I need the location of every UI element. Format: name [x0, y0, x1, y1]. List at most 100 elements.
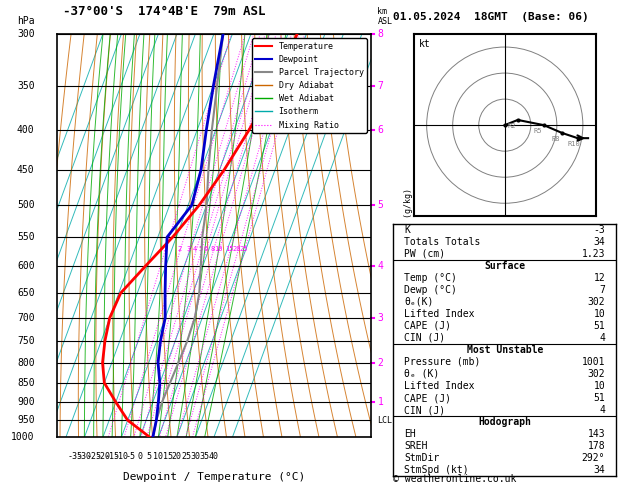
Text: 25: 25 [181, 451, 191, 461]
Text: 3: 3 [186, 246, 191, 252]
Text: 15: 15 [163, 451, 172, 461]
Text: 35: 35 [199, 451, 209, 461]
Text: Hodograph: Hodograph [478, 417, 532, 427]
Text: -20: -20 [96, 451, 110, 461]
Text: 51: 51 [594, 321, 605, 331]
Text: Mixing Ratio (g/kg): Mixing Ratio (g/kg) [404, 188, 413, 283]
Text: K: K [404, 225, 410, 235]
Text: kt: kt [419, 39, 431, 49]
Text: 500: 500 [17, 200, 35, 210]
Text: 01.05.2024  18GMT  (Base: 06): 01.05.2024 18GMT (Base: 06) [393, 12, 589, 22]
Text: -25: -25 [86, 451, 101, 461]
Text: 800: 800 [17, 358, 35, 367]
Text: 302: 302 [587, 297, 605, 307]
Text: 5: 5 [199, 246, 203, 252]
Text: R2: R2 [508, 123, 516, 129]
Text: 15: 15 [225, 246, 233, 252]
Text: hPa: hPa [17, 16, 35, 26]
Text: 300: 300 [17, 29, 35, 39]
Text: 4: 4 [377, 261, 383, 271]
Text: 51: 51 [594, 393, 605, 403]
Text: 20: 20 [233, 246, 242, 252]
Text: R10: R10 [567, 141, 580, 147]
Text: 850: 850 [17, 378, 35, 388]
Text: 5: 5 [377, 200, 383, 210]
Text: 10: 10 [594, 309, 605, 319]
Text: 0: 0 [137, 451, 142, 461]
Text: 1000: 1000 [11, 433, 35, 442]
Text: 30: 30 [191, 451, 201, 461]
Text: 750: 750 [17, 336, 35, 346]
Text: 8: 8 [377, 29, 383, 39]
Text: 34: 34 [594, 237, 605, 246]
Text: 350: 350 [17, 81, 35, 91]
Text: EH: EH [404, 429, 416, 439]
Text: 5: 5 [147, 451, 152, 461]
Text: 2: 2 [177, 246, 181, 252]
Text: 10: 10 [594, 381, 605, 391]
Text: 450: 450 [17, 165, 35, 175]
Text: 10: 10 [153, 451, 164, 461]
Text: -15: -15 [104, 451, 120, 461]
Text: -10: -10 [114, 451, 129, 461]
Text: θₑ (K): θₑ (K) [404, 369, 440, 379]
Text: 10: 10 [214, 246, 223, 252]
Text: -5: -5 [126, 451, 136, 461]
Text: 2: 2 [377, 358, 383, 367]
Text: StmSpd (kt): StmSpd (kt) [404, 465, 469, 475]
Text: 6: 6 [377, 125, 383, 136]
Text: 7: 7 [377, 81, 383, 91]
Text: Most Unstable: Most Unstable [467, 345, 543, 355]
Text: 1001: 1001 [582, 357, 605, 367]
Text: 550: 550 [17, 232, 35, 242]
Text: Dewp (°C): Dewp (°C) [404, 285, 457, 295]
Legend: Temperature, Dewpoint, Parcel Trajectory, Dry Adiabat, Wet Adiabat, Isotherm, Mi: Temperature, Dewpoint, Parcel Trajectory… [252, 38, 367, 133]
Text: 950: 950 [17, 415, 35, 425]
Text: CAPE (J): CAPE (J) [404, 393, 451, 403]
Text: StmDir: StmDir [404, 453, 440, 463]
Text: 143: 143 [587, 429, 605, 439]
Text: 7: 7 [599, 285, 605, 295]
Text: 4: 4 [599, 333, 605, 343]
Text: 1.23: 1.23 [582, 249, 605, 259]
Text: SREH: SREH [404, 441, 428, 451]
Text: 20: 20 [172, 451, 182, 461]
Text: θₑ(K): θₑ(K) [404, 297, 433, 307]
Text: Temp (°C): Temp (°C) [404, 273, 457, 283]
Text: 6: 6 [203, 246, 208, 252]
Text: Lifted Index: Lifted Index [404, 381, 475, 391]
Text: © weatheronline.co.uk: © weatheronline.co.uk [393, 473, 516, 484]
Text: Pressure (mb): Pressure (mb) [404, 357, 481, 367]
Text: -35: -35 [67, 451, 82, 461]
Text: Totals Totals: Totals Totals [404, 237, 481, 246]
Text: 600: 600 [17, 261, 35, 271]
Text: 25: 25 [239, 246, 248, 252]
Text: 1: 1 [162, 246, 167, 252]
Text: 700: 700 [17, 313, 35, 323]
Text: 1: 1 [377, 397, 383, 407]
Text: 8: 8 [210, 246, 214, 252]
Text: Surface: Surface [484, 260, 525, 271]
Text: -3: -3 [594, 225, 605, 235]
Text: R8: R8 [552, 136, 560, 142]
Text: 4: 4 [599, 405, 605, 415]
Text: CAPE (J): CAPE (J) [404, 321, 451, 331]
Text: 650: 650 [17, 288, 35, 298]
Text: R5: R5 [533, 128, 542, 134]
Text: 302: 302 [587, 369, 605, 379]
Text: -37°00'S  174°4B'E  79m ASL: -37°00'S 174°4B'E 79m ASL [63, 5, 265, 18]
Text: LCL: LCL [377, 416, 392, 425]
Text: km
ASL: km ASL [377, 6, 392, 26]
Text: Lifted Index: Lifted Index [404, 309, 475, 319]
Text: PW (cm): PW (cm) [404, 249, 445, 259]
Text: CIN (J): CIN (J) [404, 405, 445, 415]
Text: 3: 3 [377, 313, 383, 323]
Text: 4: 4 [193, 246, 198, 252]
Text: Dewpoint / Temperature (°C): Dewpoint / Temperature (°C) [123, 472, 305, 482]
Text: -30: -30 [77, 451, 92, 461]
Text: 178: 178 [587, 441, 605, 451]
Text: 34: 34 [594, 465, 605, 475]
Text: 292°: 292° [582, 453, 605, 463]
Text: CIN (J): CIN (J) [404, 333, 445, 343]
Text: 400: 400 [17, 125, 35, 136]
